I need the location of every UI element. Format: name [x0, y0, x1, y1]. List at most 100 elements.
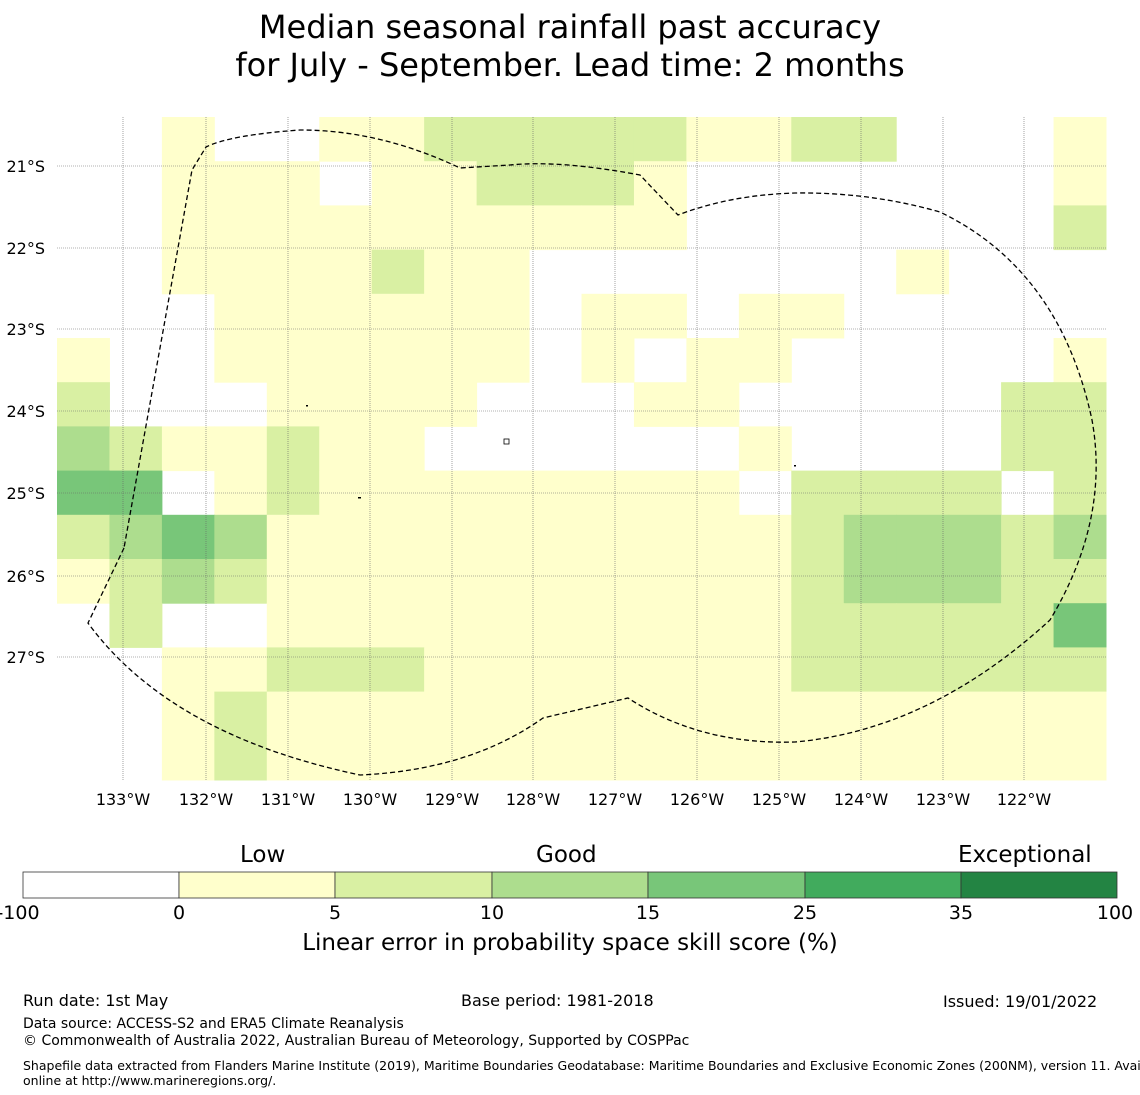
grid-cell [161, 205, 215, 251]
grid-cell [476, 647, 530, 693]
grid-cell [791, 735, 845, 781]
colorbar-tick: 15 [635, 902, 661, 924]
shapefile-credit-line-1: Shapefile data extracted from Flanders M… [23, 1058, 1140, 1073]
grid-cell [581, 205, 635, 251]
grid-cell [686, 117, 740, 162]
colorbar-category-exceptional: Exceptional [958, 842, 1092, 868]
grid-cell [738, 117, 792, 162]
island-marker [503, 438, 510, 445]
grid-cell [109, 603, 163, 648]
grid-cell [214, 293, 268, 339]
grid-cell [476, 559, 530, 604]
grid-cell [424, 514, 478, 560]
grid-cell [424, 647, 478, 693]
lon-tick-label: 133°W [96, 790, 151, 809]
grid-cell [424, 338, 478, 383]
grid-cell [214, 161, 268, 206]
grid-cell [896, 735, 950, 781]
colorbar-category-low: Low [240, 842, 286, 868]
grid-cell [371, 338, 425, 383]
grid-cell [1001, 647, 1055, 693]
grid-cell [581, 735, 635, 781]
lat-tick-label: 24°S [6, 402, 45, 421]
grid-cell [424, 603, 478, 648]
grid-cell [476, 293, 530, 339]
data-source: Data source: ACCESS-S2 and ERA5 Climate … [23, 1016, 404, 1032]
grid-cell [738, 514, 792, 560]
eez-boundary [87, 129, 1097, 776]
grid-cell [843, 117, 897, 162]
lon-tick-label: 132°W [179, 790, 234, 809]
grid-cell [738, 338, 792, 383]
grid-cell [424, 205, 478, 251]
grid-cell [424, 117, 478, 162]
grid-cell [161, 647, 215, 693]
grid-cell [581, 514, 635, 560]
grid-cell [266, 691, 320, 737]
grid-cell [738, 426, 792, 472]
grid-cell [633, 735, 687, 781]
grid-cell [1001, 382, 1055, 427]
grid-cell [686, 559, 740, 604]
grid-cell [738, 603, 792, 648]
grid-cell [1053, 117, 1107, 162]
grid-cell [1053, 603, 1107, 648]
grid-cell [371, 647, 425, 693]
grid-cell [686, 603, 740, 648]
grid-cell [371, 249, 425, 295]
grid-cell [633, 382, 687, 427]
lat-tick-label: 27°S [6, 648, 45, 667]
grid-cell [57, 382, 110, 427]
grid-cell [214, 647, 268, 693]
grid-cell [161, 559, 215, 604]
grid-cell [476, 205, 530, 251]
grid-cell [1053, 559, 1107, 604]
grid-cell [476, 338, 530, 383]
lat-tick-label: 22°S [6, 239, 45, 258]
grid-cell [738, 647, 792, 693]
grid-cell [1053, 161, 1107, 206]
colorbar-tick: -100 [0, 902, 40, 924]
grid-cell [476, 514, 530, 560]
grid-cell [791, 603, 845, 648]
grid-cell [686, 735, 740, 781]
colorbar-segment [804, 871, 962, 899]
lat-tick-label: 23°S [6, 320, 45, 339]
grid-cell [581, 647, 635, 693]
grid-cell [109, 514, 163, 560]
grid-cell [161, 735, 215, 781]
grid-cell [371, 426, 425, 472]
grid-cell [896, 249, 950, 295]
colorbar [22, 871, 1118, 899]
grid-cell [214, 559, 268, 604]
grid-cell [424, 735, 478, 781]
island-marker [358, 497, 361, 499]
grid-cell [319, 514, 373, 560]
colorbar-tick: 25 [792, 902, 818, 924]
grid-cell [476, 161, 530, 206]
grid-cell [214, 249, 268, 295]
grid-cell [581, 293, 635, 339]
grid-cell [791, 691, 845, 737]
grid-cell [371, 691, 425, 737]
grid-cell [948, 603, 1002, 648]
grid-cell [1053, 205, 1107, 251]
grid-cell [161, 691, 215, 737]
colorbar-tick: 0 [172, 902, 186, 924]
grid-cell [161, 161, 215, 206]
lon-tick-label: 131°W [261, 790, 316, 809]
grid-cell [214, 735, 268, 781]
grid-cell [266, 426, 320, 472]
lon-tick-label: 130°W [343, 790, 398, 809]
grid-cell [633, 293, 687, 339]
skill-grid [57, 117, 1107, 781]
grid-cell [1001, 691, 1055, 737]
grid-cell [371, 161, 425, 206]
lon-tick-label: 122°W [997, 790, 1052, 809]
grid-cell [319, 117, 373, 162]
grid-cell [266, 205, 320, 251]
grid-cell [424, 470, 478, 516]
grid-cell [948, 691, 1002, 737]
grid-cell [529, 559, 582, 604]
